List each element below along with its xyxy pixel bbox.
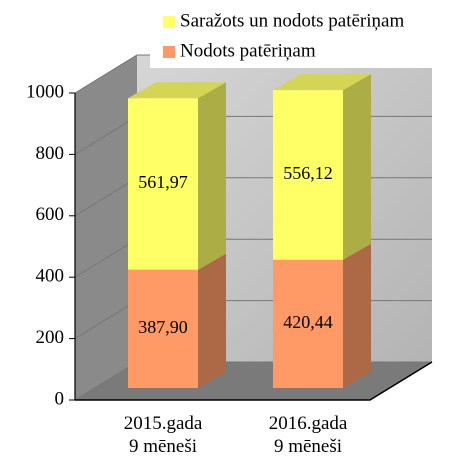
- bar-side: [343, 74, 371, 260]
- bar-side: [198, 82, 226, 270]
- value-label: 420,44: [283, 312, 333, 332]
- legend-swatch: [163, 16, 175, 28]
- y-tick-label: 0: [55, 388, 65, 409]
- value-label: 387,90: [138, 317, 188, 337]
- side-wall: [75, 55, 137, 400]
- legend-label: Saražots un nodots patēriņam: [180, 10, 404, 31]
- y-tick-label: 400: [36, 266, 65, 287]
- y-tick-label: 200: [36, 327, 65, 348]
- bar: [273, 90, 343, 260]
- legend-swatch: [163, 46, 175, 58]
- y-tick-label: 1000: [26, 81, 64, 102]
- floor-edge: [75, 361, 433, 401]
- bar: [273, 259, 343, 388]
- y-tick-label: 600: [36, 204, 65, 225]
- legend-box: [150, 5, 462, 68]
- bar-top: [128, 82, 226, 99]
- legend-label: Nodots patēriņam: [180, 40, 316, 61]
- y-tick-label: 800: [36, 143, 65, 164]
- bar-side: [343, 243, 371, 388]
- bar-side: [198, 253, 226, 388]
- bar: [128, 98, 198, 270]
- bar-top: [273, 74, 371, 91]
- value-label: 561,97: [138, 172, 188, 192]
- x-tick-label: 2015.gada 9 mēneši: [123, 413, 203, 457]
- value-label: 556,12: [283, 163, 333, 183]
- x-tick-label: 2016.gada 9 mēneši: [268, 413, 348, 457]
- bar: [128, 269, 198, 388]
